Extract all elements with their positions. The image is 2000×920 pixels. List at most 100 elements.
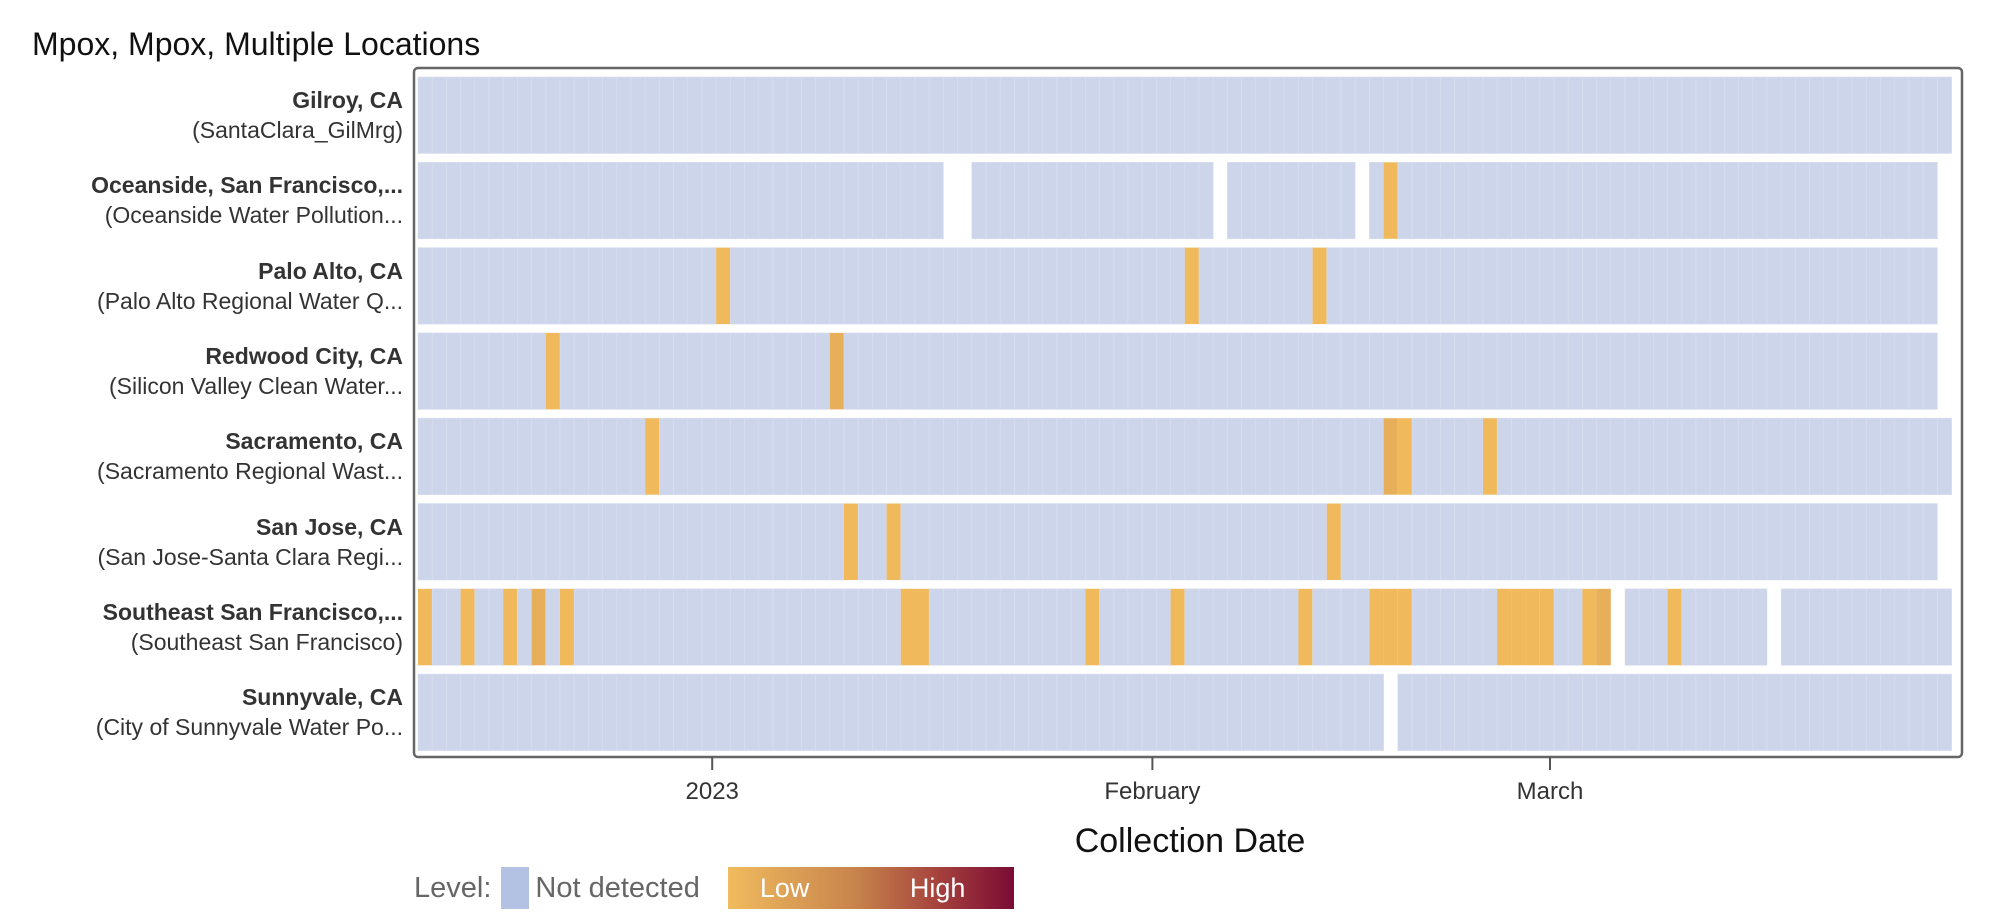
not-detected-cell[interactable] — [1809, 332, 1825, 410]
not-detected-cell[interactable] — [1823, 417, 1839, 496]
not-detected-cell[interactable] — [1596, 332, 1612, 410]
not-detected-cell[interactable] — [999, 247, 1015, 325]
not-detected-cell[interactable] — [517, 76, 532, 154]
detection-cell[interactable] — [1497, 588, 1512, 666]
not-detected-cell[interactable] — [431, 417, 447, 496]
not-detected-cell[interactable] — [1340, 76, 1356, 154]
not-detected-cell[interactable] — [1028, 76, 1044, 154]
not-detected-cell[interactable] — [1752, 247, 1768, 325]
not-detected-cell[interactable] — [1156, 76, 1171, 154]
not-detected-cell[interactable] — [1269, 76, 1285, 154]
not-detected-cell[interactable] — [644, 247, 660, 325]
not-detected-cell[interactable] — [1752, 332, 1768, 410]
not-detected-cell[interactable] — [1823, 332, 1839, 410]
not-detected-cell[interactable] — [1695, 673, 1711, 751]
not-detected-cell[interactable] — [1127, 76, 1143, 154]
not-detected-cell[interactable] — [1624, 332, 1640, 410]
not-detected-cell[interactable] — [559, 247, 575, 325]
not-detected-cell[interactable] — [744, 76, 760, 154]
not-detected-cell[interactable] — [1653, 673, 1668, 751]
not-detected-cell[interactable] — [829, 673, 845, 751]
not-detected-cell[interactable] — [999, 76, 1015, 154]
not-detected-cell[interactable] — [517, 673, 532, 751]
not-detected-cell[interactable] — [1738, 332, 1754, 410]
not-detected-cell[interactable] — [1880, 503, 1896, 581]
not-detected-cell[interactable] — [545, 417, 561, 496]
not-detected-cell[interactable] — [517, 332, 532, 410]
not-detected-cell[interactable] — [772, 417, 788, 496]
not-detected-cell[interactable] — [1411, 673, 1427, 751]
not-detected-cell[interactable] — [1283, 76, 1299, 154]
not-detected-cell[interactable] — [602, 162, 618, 240]
not-detected-cell[interactable] — [1880, 162, 1896, 240]
not-detected-cell[interactable] — [1908, 247, 1924, 325]
not-detected-cell[interactable] — [985, 417, 1001, 496]
not-detected-cell[interactable] — [857, 588, 873, 666]
not-detected-cell[interactable] — [545, 588, 561, 666]
not-detected-cell[interactable] — [730, 76, 745, 154]
not-detected-cell[interactable] — [673, 503, 689, 581]
not-detected-cell[interactable] — [1127, 417, 1143, 496]
not-detected-cell[interactable] — [1738, 247, 1754, 325]
not-detected-cell[interactable] — [1752, 76, 1768, 154]
not-detected-cell[interactable] — [1837, 673, 1853, 751]
not-detected-cell[interactable] — [1227, 162, 1242, 240]
not-detected-cell[interactable] — [1780, 588, 1796, 666]
not-detected-cell[interactable] — [1085, 673, 1100, 751]
not-detected-cell[interactable] — [1255, 588, 1271, 666]
not-detected-cell[interactable] — [1127, 247, 1143, 325]
not-detected-cell[interactable] — [1028, 673, 1044, 751]
not-detected-cell[interactable] — [673, 673, 689, 751]
not-detected-cell[interactable] — [602, 503, 618, 581]
not-detected-cell[interactable] — [1241, 76, 1257, 154]
not-detected-cell[interactable] — [1553, 588, 1569, 666]
not-detected-cell[interactable] — [1042, 162, 1058, 240]
not-detected-cell[interactable] — [1354, 588, 1370, 666]
not-detected-cell[interactable] — [1709, 417, 1725, 496]
not-detected-cell[interactable] — [1496, 162, 1512, 240]
not-detected-cell[interactable] — [1482, 332, 1498, 410]
not-detected-cell[interactable] — [1099, 417, 1115, 496]
not-detected-cell[interactable] — [1056, 76, 1072, 154]
not-detected-cell[interactable] — [1752, 417, 1768, 496]
not-detected-cell[interactable] — [1695, 247, 1711, 325]
not-detected-cell[interactable] — [1170, 417, 1186, 496]
not-detected-cell[interactable] — [1795, 247, 1810, 325]
not-detected-cell[interactable] — [1851, 673, 1867, 751]
not-detected-cell[interactable] — [1695, 162, 1711, 240]
not-detected-cell[interactable] — [1184, 503, 1200, 581]
not-detected-cell[interactable] — [659, 332, 674, 410]
not-detected-cell[interactable] — [1468, 588, 1484, 666]
detection-cell[interactable] — [915, 588, 930, 666]
not-detected-cell[interactable] — [1070, 247, 1086, 325]
not-detected-cell[interactable] — [786, 588, 802, 666]
not-detected-cell[interactable] — [786, 503, 802, 581]
not-detected-cell[interactable] — [659, 673, 674, 751]
not-detected-cell[interactable] — [1411, 247, 1427, 325]
not-detected-cell[interactable] — [1709, 247, 1725, 325]
not-detected-cell[interactable] — [1312, 673, 1328, 751]
not-detected-cell[interactable] — [460, 247, 476, 325]
detection-cell[interactable] — [1539, 588, 1554, 666]
not-detected-cell[interactable] — [1511, 247, 1526, 325]
not-detected-cell[interactable] — [630, 247, 646, 325]
not-detected-cell[interactable] — [843, 673, 859, 751]
not-detected-cell[interactable] — [1567, 503, 1583, 581]
not-detected-cell[interactable] — [1922, 417, 1938, 496]
not-detected-cell[interactable] — [744, 503, 760, 581]
not-detected-cell[interactable] — [1425, 673, 1441, 751]
not-detected-cell[interactable] — [772, 162, 788, 240]
detection-cell[interactable] — [503, 588, 518, 666]
not-detected-cell[interactable] — [1724, 588, 1739, 666]
not-detected-cell[interactable] — [872, 76, 887, 154]
not-detected-cell[interactable] — [872, 417, 887, 496]
not-detected-cell[interactable] — [772, 673, 788, 751]
not-detected-cell[interactable] — [1638, 417, 1654, 496]
not-detected-cell[interactable] — [1141, 503, 1157, 581]
not-detected-cell[interactable] — [943, 417, 958, 496]
not-detected-cell[interactable] — [1141, 417, 1157, 496]
not-detected-cell[interactable] — [1553, 76, 1569, 154]
not-detected-cell[interactable] — [673, 162, 689, 240]
not-detected-cell[interactable] — [502, 332, 518, 410]
not-detected-cell[interactable] — [531, 503, 547, 581]
